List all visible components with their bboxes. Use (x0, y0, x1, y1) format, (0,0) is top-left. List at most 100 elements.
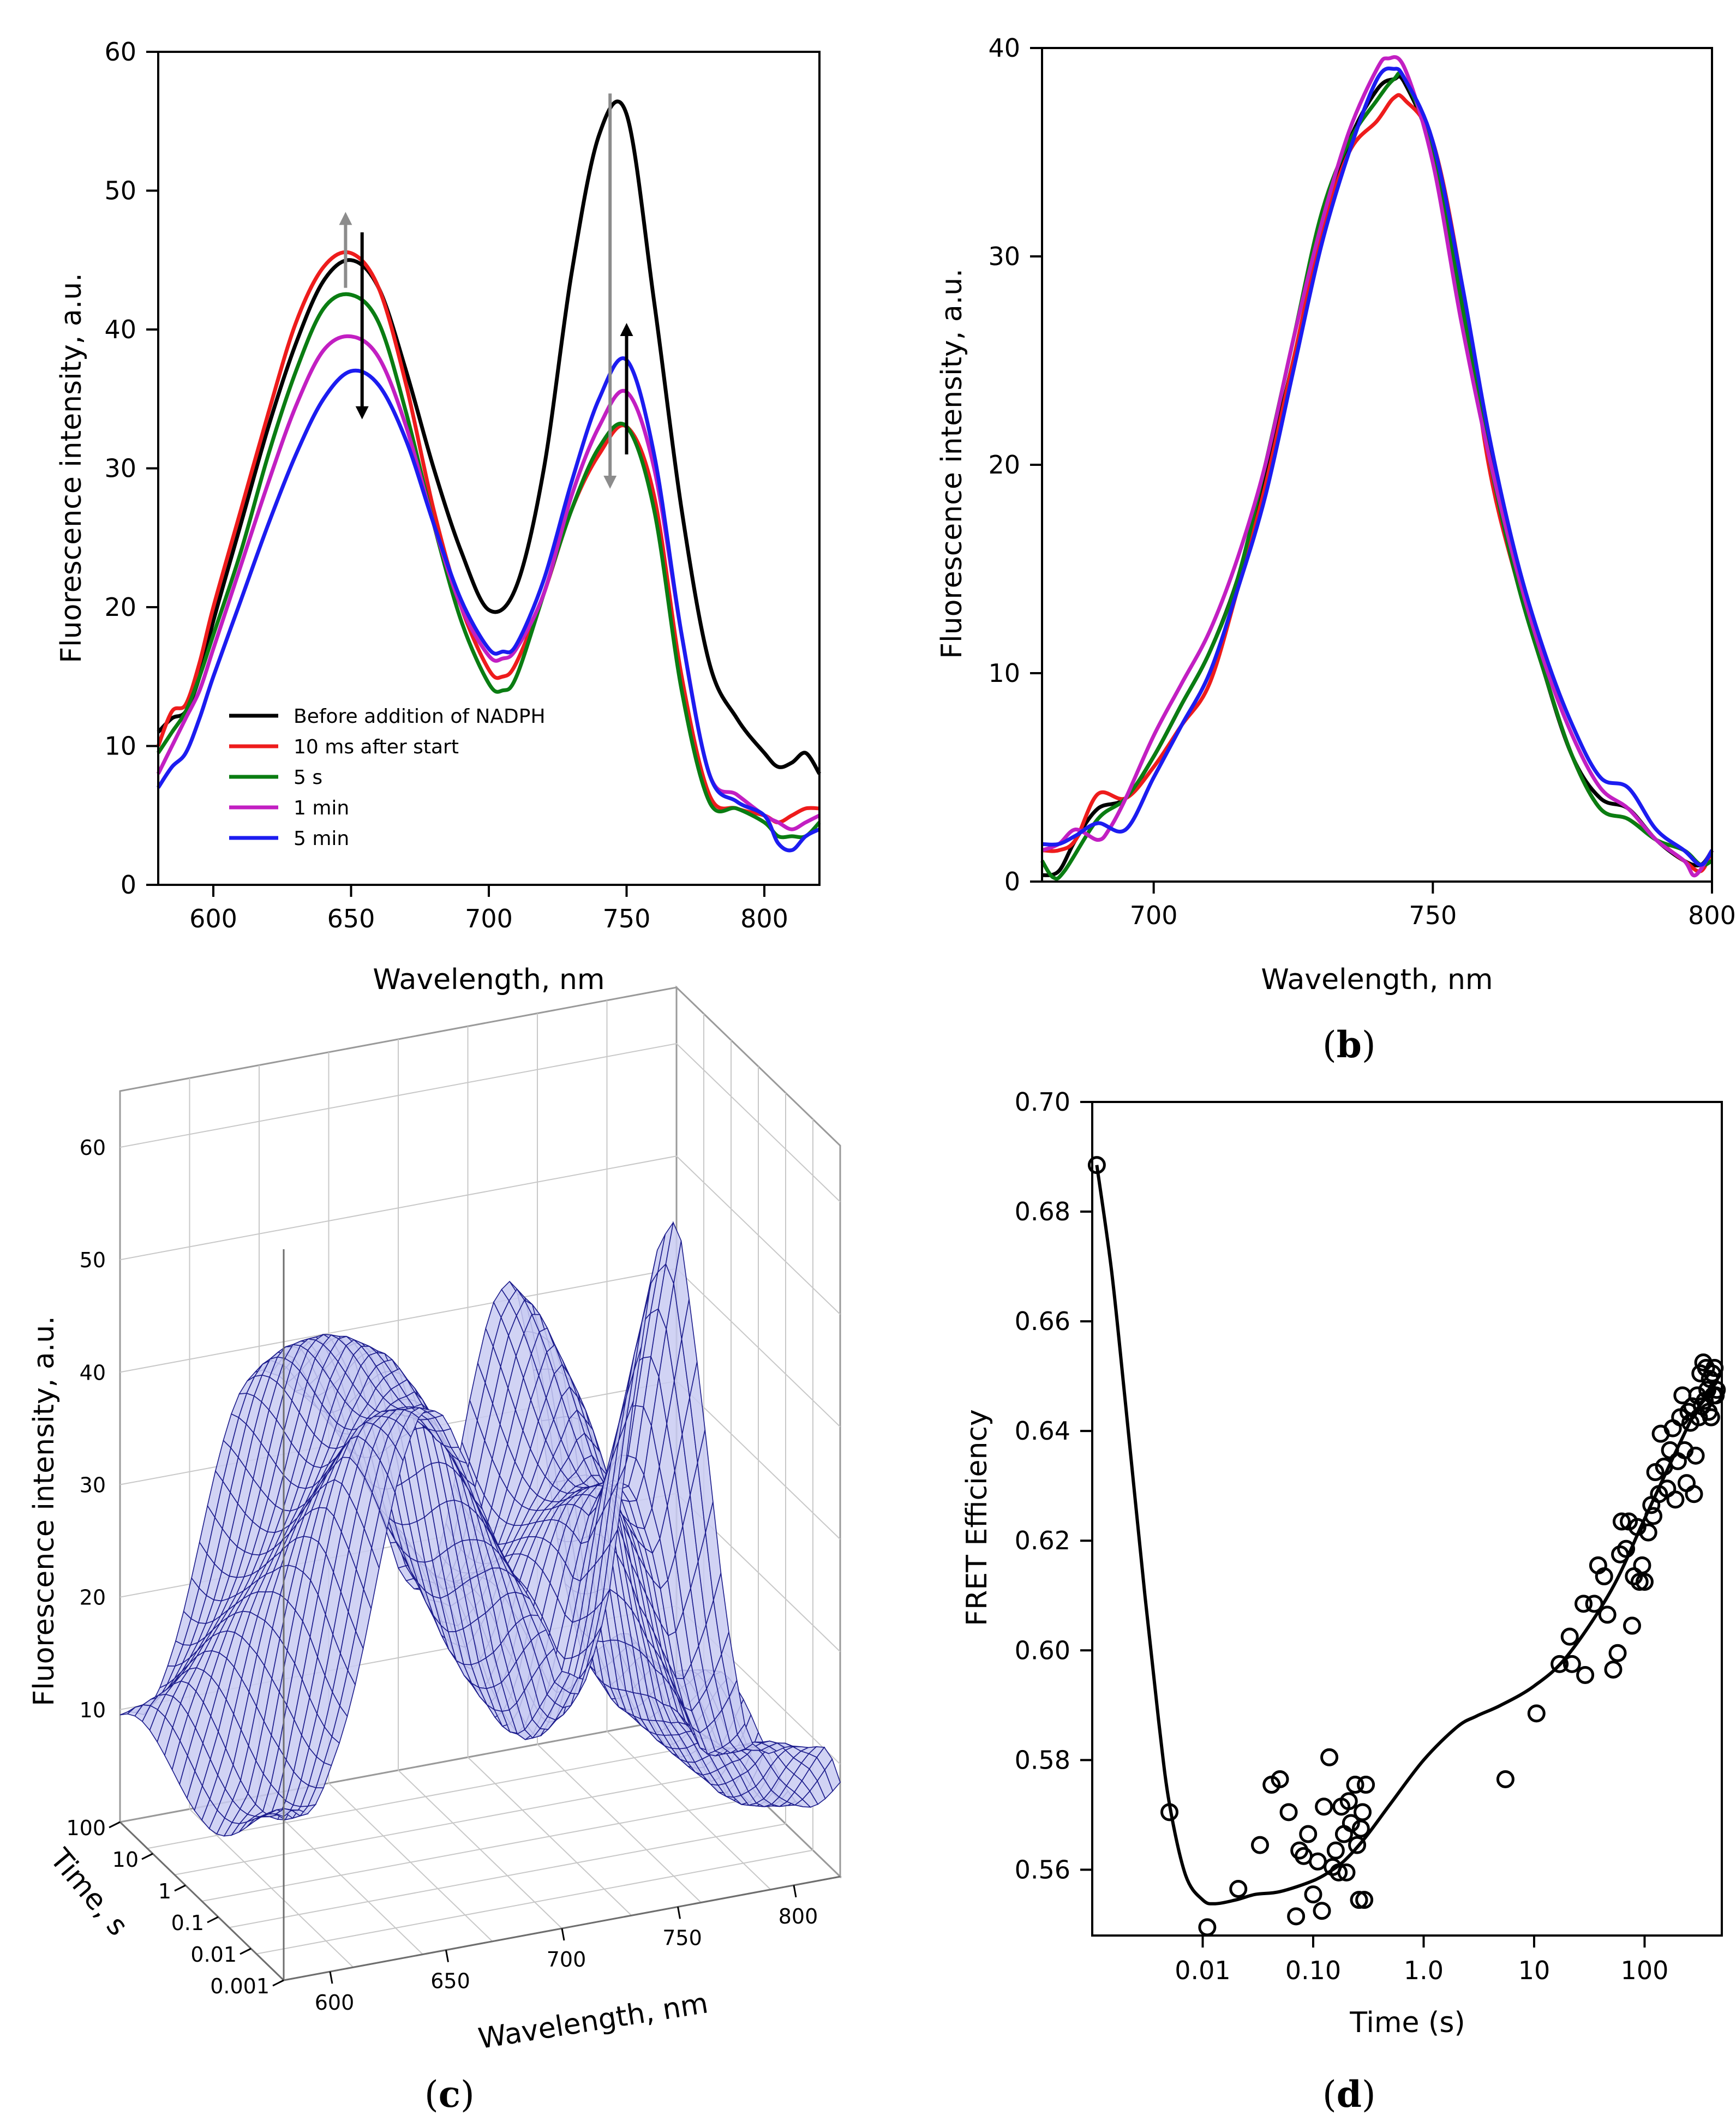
chart-d-point (1355, 1891, 1374, 1909)
chart-c-xlabel: Wavelength, nm (476, 1987, 710, 2056)
chart-b-ytick-label: 20 (988, 450, 1020, 480)
chart-d-point (1612, 1512, 1631, 1531)
chart-c-ztick-label: 30 (80, 1473, 106, 1497)
chart-a-series-4-line (156, 334, 821, 831)
chart-d-fit-curve (1095, 1165, 1718, 1906)
chart-c-xtick (793, 1885, 797, 1898)
chart-c-ttick-label: 10 (112, 1848, 139, 1872)
chart-c: 1020304050606006507007508001001010.10.01… (28, 985, 842, 2116)
chart-a-ytick-label: 10 (104, 732, 136, 761)
chart-c-ztick-label: 40 (80, 1361, 106, 1385)
chart-d-ylabel: FRET Efficiency (961, 1409, 993, 1626)
chart-d-panel-letter: d (1337, 2073, 1362, 2116)
chart-d-xlabel: Time (s) (1349, 2006, 1465, 2039)
chart-b-ytick-label: 0 (1004, 867, 1020, 896)
chart-d-point (1320, 1748, 1339, 1766)
chart-a-frame (157, 51, 821, 886)
chart-d-point (1160, 1803, 1179, 1822)
chart-a-ytick-label: 0 (121, 870, 136, 900)
chart-d-ytick-label: 0.62 (1015, 1526, 1070, 1555)
chart-c-xtick (677, 1907, 681, 1919)
chart-a-xtick-label: 800 (740, 904, 788, 933)
chart-d-point (1348, 1836, 1367, 1854)
chart-c-t-axis (119, 1821, 285, 1981)
chart-a-xlabel: Wavelength, nm (373, 963, 604, 996)
chart-d-xtick-label: 0.01 (1175, 1956, 1230, 1985)
chart-b-xtick-label: 750 (1409, 901, 1457, 930)
chart-d-xtick-label: 10 (1518, 1956, 1551, 1985)
chart-b-xtick-label: 800 (1688, 901, 1736, 930)
chart-c-xtick-label: 800 (779, 1904, 818, 1928)
chart-c-ttick (272, 1979, 284, 1987)
chart-a-series-1-line (157, 99, 822, 775)
chart-d-point (1496, 1770, 1514, 1788)
chart-a-xtick-label: 700 (465, 904, 513, 933)
chart-c-ttick-label: 1 (158, 1879, 171, 1903)
chart-d-point (1630, 1573, 1649, 1591)
chart-d-point (1666, 1490, 1685, 1509)
chart-a-legend-label-4: 1 min (294, 797, 349, 819)
chart-d-point (1346, 1776, 1364, 1794)
chart-c-xtick-label: 650 (430, 1969, 470, 1993)
chart-d-point (1334, 1825, 1353, 1843)
chart-d-point (1339, 1792, 1358, 1811)
chart-c-ztick-label: 10 (80, 1698, 106, 1722)
chart-d-point (1229, 1880, 1248, 1898)
chart-d-ytick-label: 0.56 (1015, 1855, 1070, 1884)
chart-c-mesh-cell (824, 1758, 841, 1792)
chart-d-point (1595, 1567, 1613, 1586)
chart-b-ytick-label: 30 (988, 242, 1020, 271)
chart-c-ttick-label: 100 (66, 1816, 106, 1840)
chart-d-point (1598, 1605, 1617, 1624)
chart-d-point (1315, 1798, 1333, 1816)
chart-c-grid-floor-t (174, 1770, 732, 1876)
chart-d-ytick-label: 0.66 (1015, 1307, 1070, 1336)
chart-d-point (1575, 1595, 1593, 1613)
chart-a-ytick-label: 20 (104, 592, 136, 622)
chart-d-point (1342, 1814, 1360, 1832)
chart-a-ylabel: Fluorescence intensity, a.u. (55, 273, 88, 663)
chart-d-point (1087, 1156, 1106, 1175)
chart-c-3d-surface: 1020304050606006507007508001001010.10.01… (66, 985, 842, 2015)
chart-b-panel-label: (b) (1322, 1023, 1376, 1066)
chart-d-point (1686, 1446, 1705, 1465)
chart-d-point (1527, 1704, 1546, 1723)
chart-d-frame (1091, 1101, 1723, 1937)
chart-d-point (1635, 1573, 1654, 1591)
chart-b-ytick-label: 40 (988, 33, 1020, 63)
chart-d-point (1287, 1907, 1306, 1926)
chart-c-xtick-label: 700 (547, 1948, 586, 1972)
chart-a-legend-label-2: 10 ms after start (294, 736, 459, 758)
chart-d-point (1677, 1474, 1696, 1493)
chart-d-point (1354, 1803, 1372, 1822)
chart-c-xtick (561, 1928, 565, 1941)
chart-a-series-3-line (157, 292, 821, 840)
chart-d-point (1563, 1655, 1581, 1673)
chart-a-xtick-label: 600 (189, 904, 237, 933)
chart-d-point (1308, 1852, 1327, 1871)
chart-d-ytick-label: 0.70 (1015, 1087, 1070, 1117)
chart-d-point (1250, 1836, 1269, 1854)
chart-a-legend-label-1: Before addition of NADPH (294, 705, 546, 728)
chart-b-frame (1041, 47, 1713, 883)
chart-c-grid-floor-t (256, 1849, 813, 1955)
chart-d-point (1623, 1616, 1641, 1635)
chart-b-series-2-line (1041, 93, 1714, 873)
chart-d-point (1560, 1627, 1579, 1646)
chart-d-point (1271, 1770, 1289, 1788)
chart-d-ytick-label: 0.60 (1015, 1635, 1070, 1665)
chart-d-point (1708, 1381, 1726, 1399)
chart-d-point (1576, 1666, 1595, 1684)
chart-a-ytick-label: 40 (104, 315, 136, 344)
chart-b-series-1-line (1041, 74, 1714, 877)
chart-a-plot-area: 600 650 700 750 800 0 10 20 30 40 50 60 Before addit… (104, 37, 822, 933)
chart-d-point (1639, 1523, 1657, 1542)
chart-a-series-2-line (156, 250, 820, 824)
chart-d-point (1326, 1841, 1345, 1860)
chart-d-point (1604, 1660, 1623, 1679)
chart-c-ttick (174, 1884, 186, 1892)
chart-b-panel-letter: b (1337, 1023, 1362, 1066)
chart-d-point (1551, 1655, 1569, 1673)
chart-d-point (1644, 1507, 1662, 1525)
